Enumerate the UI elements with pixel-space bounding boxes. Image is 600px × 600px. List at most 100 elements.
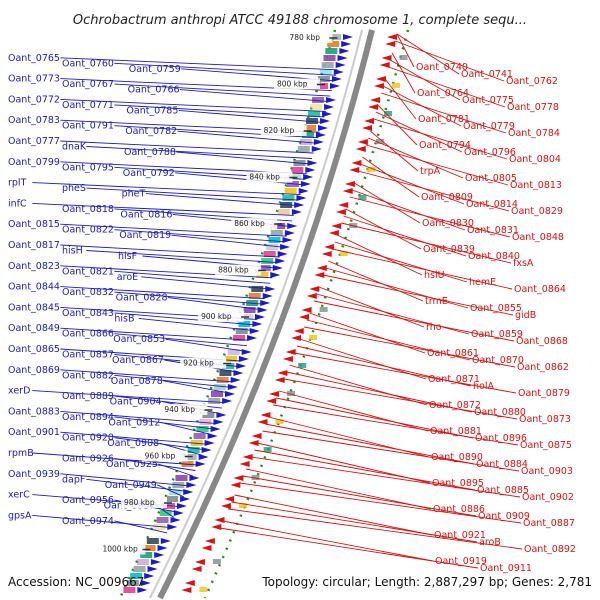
gene-arrow-left xyxy=(320,118,331,124)
feature-block-right xyxy=(367,167,376,172)
gene-arrow-left xyxy=(282,237,293,243)
gene-arrow-right xyxy=(375,76,386,82)
gene-label-left: Oant_0926 xyxy=(62,454,114,465)
gene-label-right: trpA xyxy=(420,166,441,177)
gene-label-left: Oant_0832 xyxy=(62,287,114,298)
gene-arrow-left xyxy=(265,286,276,292)
gene-arrow-right xyxy=(282,356,293,362)
feature-block xyxy=(312,97,325,103)
leader-line-right xyxy=(234,494,433,536)
kbp-scale: 780 kbp 800 kbp 820 kbp 840 kbp 860 kbp 880 k… xyxy=(99,32,338,555)
gene-arrow-left xyxy=(140,580,151,586)
feature-block xyxy=(306,118,319,124)
gene-arrow-left xyxy=(198,454,209,460)
feature-block xyxy=(270,230,283,236)
leader-line-left xyxy=(32,390,225,404)
kbp-label-bg xyxy=(198,311,245,322)
gene-label-left: Oant_0818 xyxy=(62,204,114,215)
gene-arrow-left xyxy=(318,125,329,131)
gene-label-right: Oant_0840 xyxy=(468,251,520,262)
gene-label-right: Oant_0911 xyxy=(480,563,532,574)
gene-arrow-right xyxy=(386,34,397,40)
kbp-tick-label: 860 kbp xyxy=(234,219,265,228)
gene-label-left: Oant_0912 xyxy=(108,417,160,428)
feature-block xyxy=(251,286,264,292)
leader-line-left xyxy=(60,369,233,383)
feature-block-right xyxy=(384,111,393,116)
leader-line-right xyxy=(377,104,418,146)
gene-arrow-left xyxy=(157,545,168,551)
gene-arrow-left xyxy=(170,517,181,523)
leader-line-right xyxy=(325,267,469,309)
kbp-tick-label: 840 kbp xyxy=(249,173,280,182)
feature-block xyxy=(143,545,156,551)
feature-block xyxy=(235,328,248,334)
leader-line-left xyxy=(165,338,245,352)
gene-label-right: Oant_0740 xyxy=(416,62,468,73)
gene-label-left: Oant_0777 xyxy=(8,136,60,147)
leader-line-right xyxy=(254,449,476,491)
gene-arrow-right xyxy=(379,62,390,68)
gene-label-left: aroE xyxy=(117,272,138,283)
gene-arrow-left xyxy=(287,223,298,229)
leader-lines xyxy=(32,33,523,569)
gene-arrow-left xyxy=(335,62,346,68)
gene-arrow-right xyxy=(274,377,285,383)
gene-label-left: Oant_0759 xyxy=(129,64,181,75)
leader-line-right xyxy=(375,111,463,153)
gene-label-right: Oant_0855 xyxy=(470,303,522,314)
leader-line-right xyxy=(242,475,477,517)
gene-arrow-left xyxy=(137,587,148,593)
gene-arrow-left xyxy=(225,391,236,397)
kbp-tick-label: 920 kbp xyxy=(183,359,214,368)
gene-label-left: Oant_0920 xyxy=(62,433,114,444)
leader-line-right xyxy=(262,430,520,472)
leader-line-left xyxy=(60,473,189,487)
gene-arrow-left xyxy=(204,440,215,446)
feature-block xyxy=(211,391,224,397)
gene-arrow-right xyxy=(321,251,332,257)
gene-label-left: Oant_0869 xyxy=(8,365,60,376)
feature-block-right xyxy=(339,251,348,256)
feature-block xyxy=(323,55,336,61)
gene-arrow-left xyxy=(329,83,340,89)
gene-label-right: trmE xyxy=(425,296,448,307)
leader-line-right xyxy=(381,92,507,134)
leader-line-right xyxy=(354,182,421,224)
chromosome-backbone xyxy=(157,29,375,600)
feature-block xyxy=(136,559,149,565)
gene-label-left: Oant_0845 xyxy=(8,302,60,313)
gene-label-right: Oant_0903 xyxy=(521,466,573,477)
feature-block-right xyxy=(263,447,272,452)
gene-arrow-right xyxy=(257,419,268,425)
leader-line-right xyxy=(289,364,428,406)
leader-line-right xyxy=(278,390,429,432)
leader-line-right xyxy=(351,189,466,231)
feature-block-right xyxy=(358,195,367,200)
leader-line-right xyxy=(228,508,523,550)
feature-block xyxy=(325,48,338,54)
feature-block xyxy=(308,111,321,117)
gene-label-right: Oant_0804 xyxy=(509,154,561,165)
gene-arrow-right xyxy=(204,538,215,544)
gene-arrow-left xyxy=(262,293,273,299)
feature-block xyxy=(202,412,215,418)
feature-block-right xyxy=(238,503,247,508)
feature-tracks xyxy=(123,34,408,593)
gene-arrow-right xyxy=(324,244,335,250)
gene-label-right: Oant_0862 xyxy=(517,362,569,373)
gene-label-right: Oant_0779 xyxy=(463,121,515,132)
feature-block xyxy=(304,125,317,131)
gene-label-left: Oant_0853 xyxy=(113,334,165,345)
gene-label-left: Oant_0821 xyxy=(62,266,114,277)
gene-arrow-left xyxy=(311,146,322,152)
leader-line-right xyxy=(391,52,416,94)
gene-label-right: Oant_0778 xyxy=(507,102,559,113)
feature-block xyxy=(263,251,276,257)
feature-block xyxy=(256,272,269,278)
map-title: Ochrobactrum anthropi ATCC 49188 chromos… xyxy=(73,13,527,28)
feature-block xyxy=(291,167,304,173)
leader-line-left xyxy=(141,276,269,290)
gene-arrow-right xyxy=(211,524,222,530)
gene-arrow-left xyxy=(183,489,194,495)
